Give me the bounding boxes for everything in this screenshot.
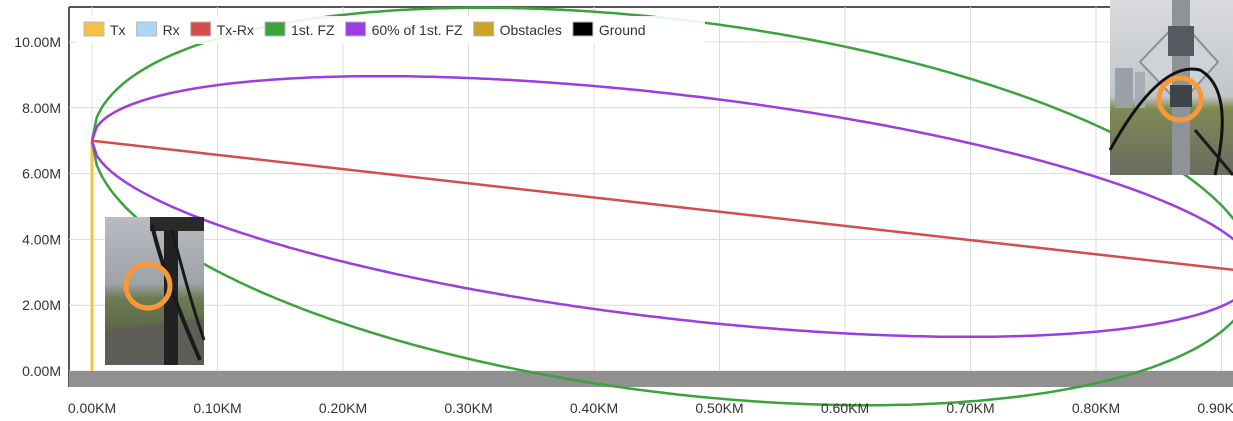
y-tick-label: 8.00M (22, 100, 61, 116)
tx-photo-marker (123, 261, 173, 311)
x-tick-label: 0.40KM (570, 400, 618, 416)
rx-photo-marker (1156, 75, 1204, 123)
legend-label: Rx (163, 22, 180, 38)
fresnel-zone-lower (90, 140, 1233, 339)
x-tick-label: 0.10KM (193, 400, 241, 416)
x-tick-label: 0.80KM (1072, 400, 1120, 416)
y-tick-label: 2.00M (22, 297, 61, 313)
x-tick-label: 0.70KM (946, 400, 994, 416)
y-tick-label: 10.00M (14, 34, 61, 50)
tx-rx-line (91, 139, 1233, 272)
x-tick-label: 0.60KM (821, 400, 869, 416)
y-tick-label: 6.00M (22, 166, 61, 182)
plot-background (69, 7, 1233, 387)
x-tick-label: 0.50KM (695, 400, 743, 416)
fresnel-zone-upper (90, 74, 1233, 241)
y-tick-label: 4.00M (22, 231, 61, 247)
legend-swatch (83, 21, 105, 37)
legend-swatch (473, 21, 495, 37)
y-axis-ticks: 0.00M 2.00M 4.00M 6.00M 8.00M 10.00M (14, 34, 61, 379)
ground-band (69, 371, 1233, 387)
legend-label: Obstacles (500, 22, 562, 38)
x-tick-label: 0.30KM (444, 400, 492, 416)
legend-background (75, 16, 705, 44)
legend-swatch (572, 21, 594, 37)
legend-swatch (190, 21, 212, 37)
tx-site-photo (105, 217, 206, 365)
legend-label: 1st. FZ (291, 22, 335, 38)
x-tick-label: 0.90KM (1197, 400, 1233, 416)
legend-label: Tx (110, 22, 126, 38)
x-tick-label: 0.20KM (319, 400, 367, 416)
legend-swatch (264, 21, 286, 37)
ground-layer (69, 371, 1233, 387)
legend-label: 60% of 1st. FZ (372, 22, 463, 38)
legend-label: Ground (599, 22, 646, 38)
legend-swatch (345, 21, 367, 37)
series-layer (90, 6, 1233, 407)
plot-area (68, 6, 1233, 387)
x-tick-label: 0.00KM (68, 400, 116, 416)
legend: Tx Rx Tx-Rx 1st. FZ 60% of 1st. FZ Obstacles G… (75, 16, 705, 44)
fresnel-zone-lower (90, 140, 1233, 407)
rx-site-photo (1108, 0, 1233, 176)
y-tick-label: 0.00M (22, 363, 61, 379)
legend-swatch (136, 21, 158, 37)
legend-label: Tx-Rx (217, 22, 254, 38)
x-axis-ticks: 0.00KM 0.10KM 0.20KM 0.30KM 0.40KM 0.50KM 0.60… (68, 400, 1233, 416)
